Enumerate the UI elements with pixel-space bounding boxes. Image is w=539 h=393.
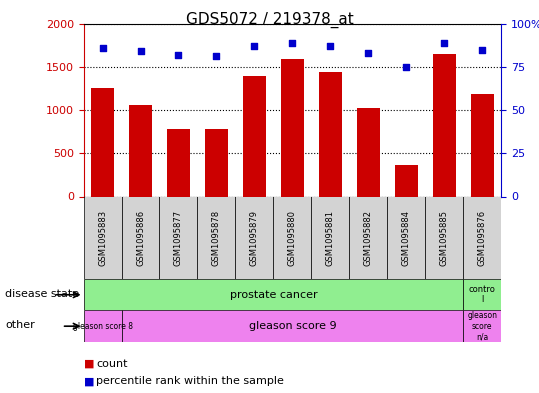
Text: GSM1095876: GSM1095876: [478, 210, 487, 266]
Bar: [471, 94, 494, 196]
Text: GSM1095885: GSM1095885: [440, 210, 449, 266]
Bar: [84, 310, 121, 342]
Text: disease state: disease state: [5, 289, 80, 299]
Bar: [243, 76, 266, 196]
Text: prostate cancer: prostate cancer: [230, 290, 317, 300]
Text: GSM1095883: GSM1095883: [98, 210, 107, 266]
Point: [364, 50, 372, 56]
Bar: [91, 88, 114, 196]
Bar: [205, 130, 228, 196]
Bar: [121, 310, 464, 342]
Point: [478, 46, 487, 53]
Text: gleason score 8: gleason score 8: [73, 322, 133, 331]
Bar: [433, 54, 455, 196]
Bar: [388, 196, 425, 279]
Bar: [464, 196, 501, 279]
Bar: [167, 130, 190, 196]
Text: GSM1095886: GSM1095886: [136, 210, 145, 266]
Text: count: count: [96, 358, 127, 369]
Bar: [160, 196, 197, 279]
Text: GSM1095880: GSM1095880: [288, 210, 297, 266]
Bar: [395, 165, 418, 196]
Bar: [197, 196, 236, 279]
Bar: [236, 196, 273, 279]
Point: [136, 48, 145, 54]
Text: GSM1095881: GSM1095881: [326, 210, 335, 266]
Point: [440, 39, 448, 46]
Bar: [273, 196, 312, 279]
Point: [174, 51, 183, 58]
Text: GSM1095877: GSM1095877: [174, 210, 183, 266]
Bar: [121, 196, 160, 279]
Bar: [464, 310, 501, 342]
Text: GSM1095884: GSM1095884: [402, 210, 411, 266]
Point: [326, 43, 335, 49]
Bar: [281, 59, 304, 196]
Point: [288, 39, 297, 46]
Point: [212, 53, 221, 60]
Bar: [84, 196, 121, 279]
Bar: [312, 196, 349, 279]
Bar: [464, 279, 501, 310]
Bar: [129, 105, 152, 196]
Text: GDS5072 / 219378_at: GDS5072 / 219378_at: [185, 12, 354, 28]
Text: GSM1095878: GSM1095878: [212, 210, 221, 266]
Text: percentile rank within the sample: percentile rank within the sample: [96, 376, 284, 386]
Text: GSM1095882: GSM1095882: [364, 210, 373, 266]
Bar: [349, 196, 388, 279]
Bar: [357, 108, 380, 196]
Text: gleason
score
n/a: gleason score n/a: [467, 311, 497, 341]
Text: GSM1095879: GSM1095879: [250, 210, 259, 266]
Text: ■: ■: [84, 376, 94, 386]
Point: [402, 64, 411, 70]
Point: [250, 43, 259, 49]
Bar: [425, 196, 464, 279]
Text: contro
l: contro l: [469, 285, 496, 305]
Text: gleason score 9: gleason score 9: [248, 321, 336, 331]
Point: [98, 45, 107, 51]
Bar: [319, 72, 342, 196]
Text: ■: ■: [84, 358, 94, 369]
Text: other: other: [5, 320, 35, 331]
